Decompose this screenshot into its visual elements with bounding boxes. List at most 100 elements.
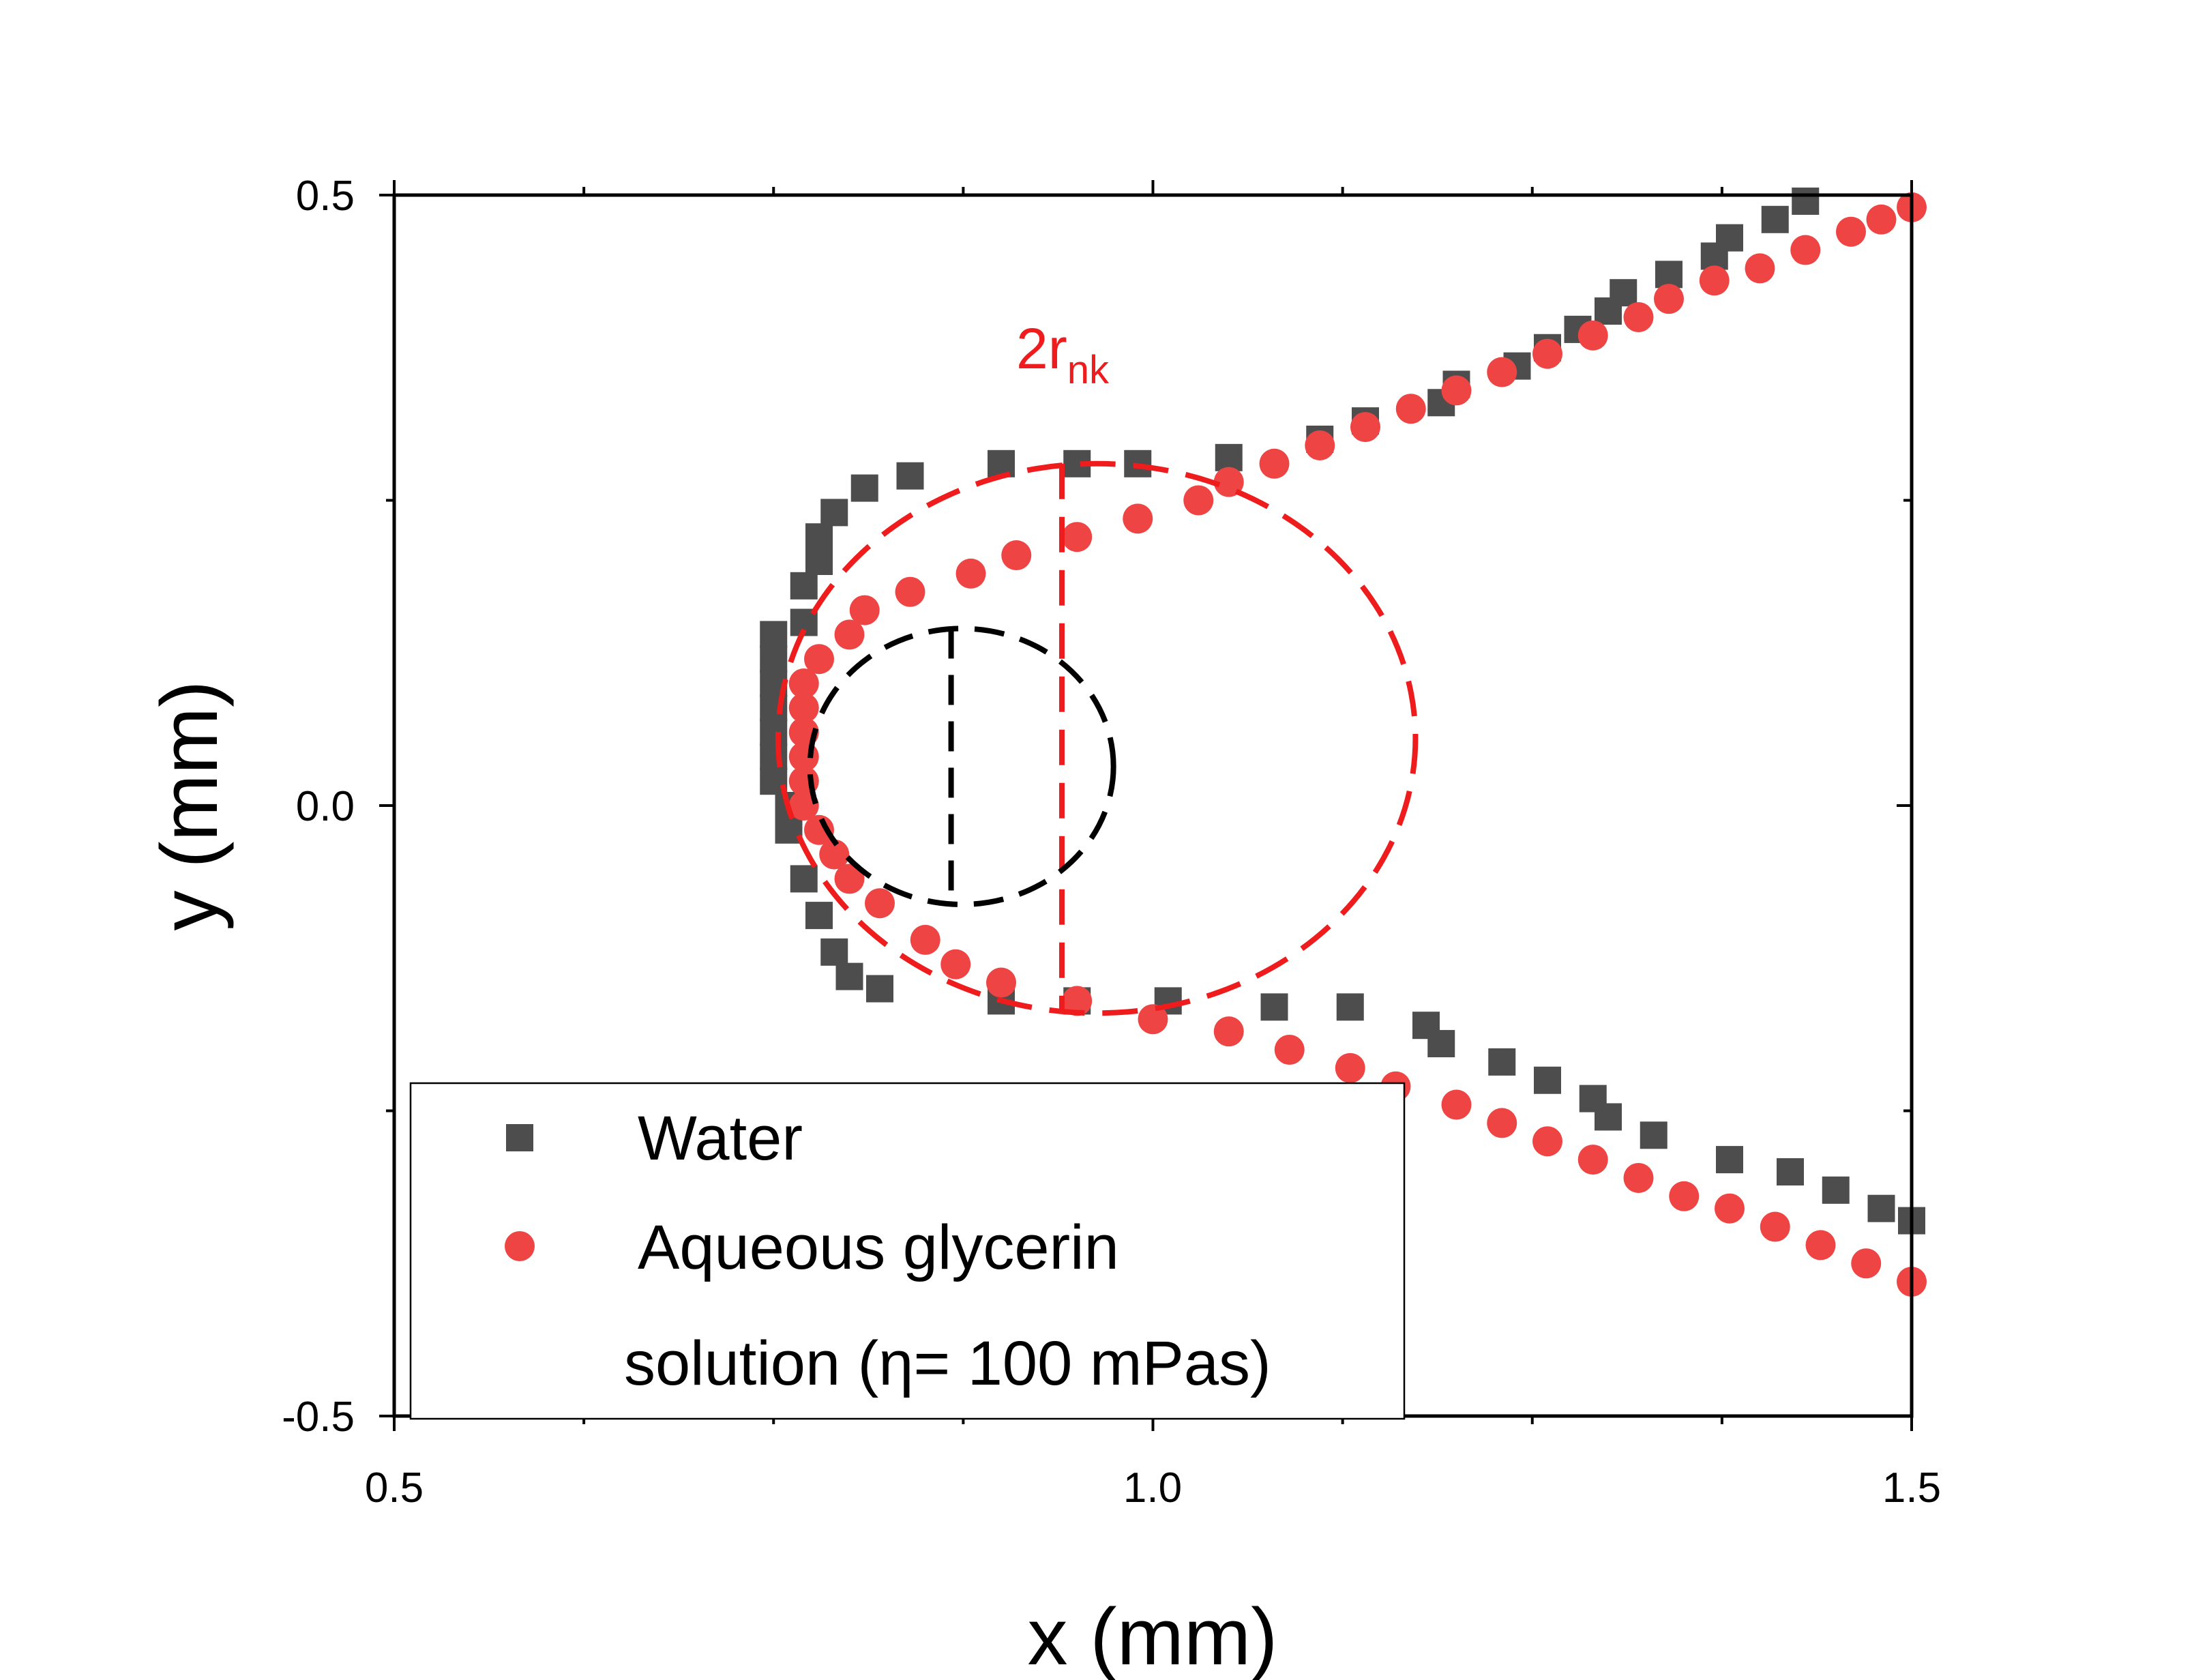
glycerin-point — [940, 949, 971, 979]
water-point — [760, 743, 788, 771]
annotations — [775, 460, 1419, 1016]
glycerin-point — [1623, 302, 1654, 332]
glycerin-point — [1623, 1162, 1654, 1193]
water-point — [1336, 993, 1364, 1021]
glycerin-point — [1745, 253, 1775, 284]
glycerin-point — [1577, 320, 1608, 351]
glycerin-point — [1790, 235, 1821, 265]
x-tick-label-1.5: 1.5 — [1882, 1464, 1941, 1512]
y-tick-label-0.0: 0.0 — [296, 783, 355, 830]
legend-marker-glycerin — [505, 1231, 535, 1261]
water-point — [1867, 1194, 1895, 1222]
glycerin-point — [1062, 986, 1093, 1016]
glycerin-point — [1123, 503, 1153, 534]
diameter-annotation-label: 2rnk — [1016, 316, 1110, 392]
water-point — [820, 499, 848, 527]
legend-box — [409, 1082, 1406, 1420]
glycerin-point — [1577, 1145, 1608, 1175]
glycerin-point — [834, 619, 865, 650]
glycerin-point — [1213, 1016, 1244, 1047]
legend: Water Aqueous glycerin solution (η= 100 … — [409, 1082, 1406, 1420]
glycerin-point — [1274, 1035, 1305, 1065]
glycerin-point — [1532, 1126, 1562, 1157]
water-point — [790, 865, 818, 893]
water-point — [1595, 1103, 1622, 1131]
glycerin-point — [1138, 1004, 1168, 1035]
water-point — [988, 450, 1015, 477]
glycerin-point — [895, 576, 925, 607]
glycerin-point — [986, 967, 1016, 998]
glycerin-point — [1851, 1248, 1882, 1279]
glycerin-point — [1335, 1052, 1365, 1083]
water-point — [1534, 1066, 1561, 1094]
glycerin-point — [1213, 467, 1244, 497]
legend-marker-water — [506, 1124, 533, 1151]
glycerin-point — [1259, 448, 1290, 479]
water-point — [760, 718, 788, 746]
glycerin-point — [1532, 338, 1562, 369]
water-point — [805, 548, 833, 575]
x-tick-label-1.0: 1.0 — [1123, 1464, 1182, 1512]
x-axis-title: x (mm) — [1028, 1592, 1278, 1680]
outer-dashed-circle — [775, 460, 1419, 1016]
water-point — [835, 962, 863, 990]
glycerin-point — [1760, 1211, 1790, 1242]
water-point — [1610, 279, 1637, 307]
glycerin-point — [788, 668, 819, 698]
water-point — [1761, 205, 1789, 233]
water-point — [805, 902, 833, 930]
water-point — [850, 474, 878, 502]
glycerin-point — [1350, 412, 1380, 443]
glycerin-point — [1836, 216, 1866, 247]
glycerin-point — [955, 558, 986, 589]
glycerin-point — [1699, 265, 1730, 296]
glycerin-point — [1487, 357, 1517, 387]
legend-label-glycerin-line1: Aqueous glycerin — [638, 1213, 1119, 1282]
glycerin-point — [910, 924, 940, 955]
water-point — [1215, 443, 1243, 471]
water-point — [1716, 1146, 1743, 1174]
glycerin-point — [788, 692, 819, 723]
glycerin-point — [1487, 1108, 1517, 1138]
water-point — [760, 645, 788, 673]
water-point — [805, 523, 833, 551]
glycerin-point — [1805, 1230, 1836, 1261]
glycerin-point — [1062, 522, 1093, 552]
glycerin-point — [1441, 1089, 1472, 1120]
glycerin-point — [834, 864, 865, 894]
glycerin-point — [819, 839, 850, 870]
inner-dashed-circle — [807, 625, 1116, 907]
glycerin-point — [1395, 394, 1426, 424]
glycerin-point — [1669, 1181, 1700, 1211]
water-point — [820, 938, 848, 966]
water-point — [1822, 1176, 1850, 1204]
water-point — [1427, 1030, 1455, 1058]
water-point — [1792, 187, 1820, 215]
y-axis-title: y (mm) — [145, 681, 235, 931]
glycerin-point — [1715, 1193, 1745, 1224]
data-marks — [760, 187, 1927, 1297]
water-point — [1777, 1158, 1804, 1185]
glycerin-point — [865, 888, 895, 919]
diameter-annotation-main: 2r — [1016, 316, 1067, 381]
y-tick-label-0.5: 0.5 — [296, 173, 355, 220]
water-point — [1655, 261, 1682, 289]
glycerin-point — [849, 595, 880, 625]
water-point — [1260, 993, 1288, 1021]
water-point — [760, 621, 788, 649]
water-point — [1488, 1048, 1516, 1076]
glycerin-point — [1866, 204, 1897, 235]
glycerin-point — [1441, 375, 1472, 406]
glycerin-point — [804, 814, 834, 845]
glycerin-point — [1001, 540, 1032, 571]
water-point — [896, 462, 924, 490]
glycerin-point — [1305, 430, 1335, 460]
y-tick-label-neg0.5: -0.5 — [282, 1394, 355, 1441]
glycerin-point — [1654, 284, 1684, 314]
water-point — [790, 572, 818, 600]
water-point — [1640, 1121, 1667, 1149]
glycerin-point — [1183, 485, 1214, 516]
x-tick-label-0.5: 0.5 — [365, 1464, 424, 1512]
legend-label-glycerin-line2: solution (η= 100 mPas) — [624, 1329, 1271, 1398]
